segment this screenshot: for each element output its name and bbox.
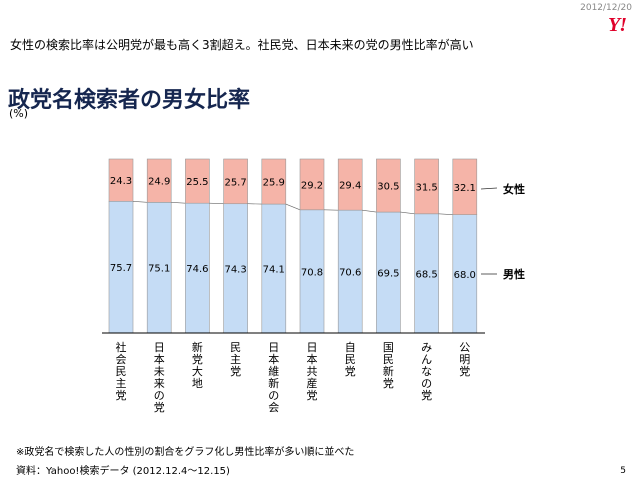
- category-label: 民主党: [230, 341, 242, 378]
- connector-line: [285, 203, 301, 211]
- value-label-female: 24.9: [148, 177, 170, 188]
- bar-female: [223, 158, 248, 205]
- value-label-male: 70.6: [339, 268, 361, 279]
- category-label: 日本未来の党: [153, 341, 165, 414]
- value-label-female: 29.4: [339, 181, 361, 192]
- date: 2012/12/20: [580, 3, 632, 13]
- connector-line: [171, 202, 186, 204]
- bar-female: [452, 158, 478, 215]
- value-label-female: 24.3: [110, 176, 132, 187]
- bar-male: [299, 209, 325, 334]
- value-label-female: 25.5: [186, 177, 208, 188]
- legend-leader-female: [480, 187, 498, 190]
- source-note: 資料：Yahoo!検索データ (2012.12.4～12.15): [16, 466, 230, 477]
- legend-male: 男性: [503, 267, 525, 281]
- value-label-male: 69.5: [377, 269, 399, 280]
- value-label-female: 32.1: [454, 183, 476, 194]
- footnote: ※政党名で検索した人の性別の割合をグラフ化し男性比率が多い順に並べた: [16, 447, 355, 458]
- bar-female: [261, 158, 287, 205]
- bar-female: [146, 158, 172, 203]
- yahoo-logo: Y!: [608, 14, 627, 36]
- bar-female: [185, 158, 210, 204]
- bar-female: [337, 158, 363, 211]
- bar-female: [108, 158, 134, 202]
- bar-female: [414, 158, 439, 215]
- value-label-male: 68.5: [415, 269, 437, 280]
- category-label: 社会民主党: [115, 341, 127, 402]
- bar-male: [414, 213, 439, 334]
- legend-female: 女性: [503, 182, 525, 196]
- value-label-male: 75.7: [110, 263, 132, 274]
- connector-line: [209, 202, 224, 205]
- bar-male: [108, 200, 134, 334]
- bar-female: [376, 158, 401, 213]
- value-label-female: 29.2: [301, 180, 323, 191]
- bar-female: [299, 158, 325, 211]
- category-label: みんなの党: [421, 341, 433, 402]
- category-label: 公明党: [459, 341, 471, 378]
- connector-line: [438, 213, 453, 215]
- page-number: 5: [620, 466, 626, 476]
- headline: 女性の検索比率は公明党が最も高く3割超え。社民党、日本未来の党の男性比率が高い: [10, 38, 474, 52]
- value-label-male: 74.3: [224, 264, 246, 275]
- connector-line: [362, 209, 377, 213]
- value-label-female: 30.5: [377, 182, 399, 193]
- value-label-male: 68.0: [454, 270, 476, 281]
- category-label: 自民党: [344, 341, 356, 378]
- value-label-male: 70.8: [301, 267, 323, 278]
- value-label-female: 31.5: [415, 182, 437, 193]
- bar-male: [452, 214, 478, 334]
- category-label: 国民新党: [382, 341, 394, 390]
- value-label-male: 74.1: [263, 265, 285, 276]
- bar-male: [376, 211, 401, 334]
- chart-title: 政党名検索者の男女比率: [8, 88, 251, 113]
- value-label-male: 74.6: [186, 264, 208, 275]
- category-label: 新党大地: [191, 341, 203, 390]
- connector-line: [400, 211, 415, 215]
- category-label: 日本共産党: [306, 341, 318, 402]
- value-label-female: 25.9: [263, 178, 285, 189]
- value-label-female: 25.7: [224, 177, 246, 188]
- value-label-male: 75.1: [148, 264, 170, 275]
- category-label: 日本維新の会: [268, 341, 280, 414]
- unit-label: (%): [9, 107, 29, 120]
- connector-line: [132, 200, 148, 203]
